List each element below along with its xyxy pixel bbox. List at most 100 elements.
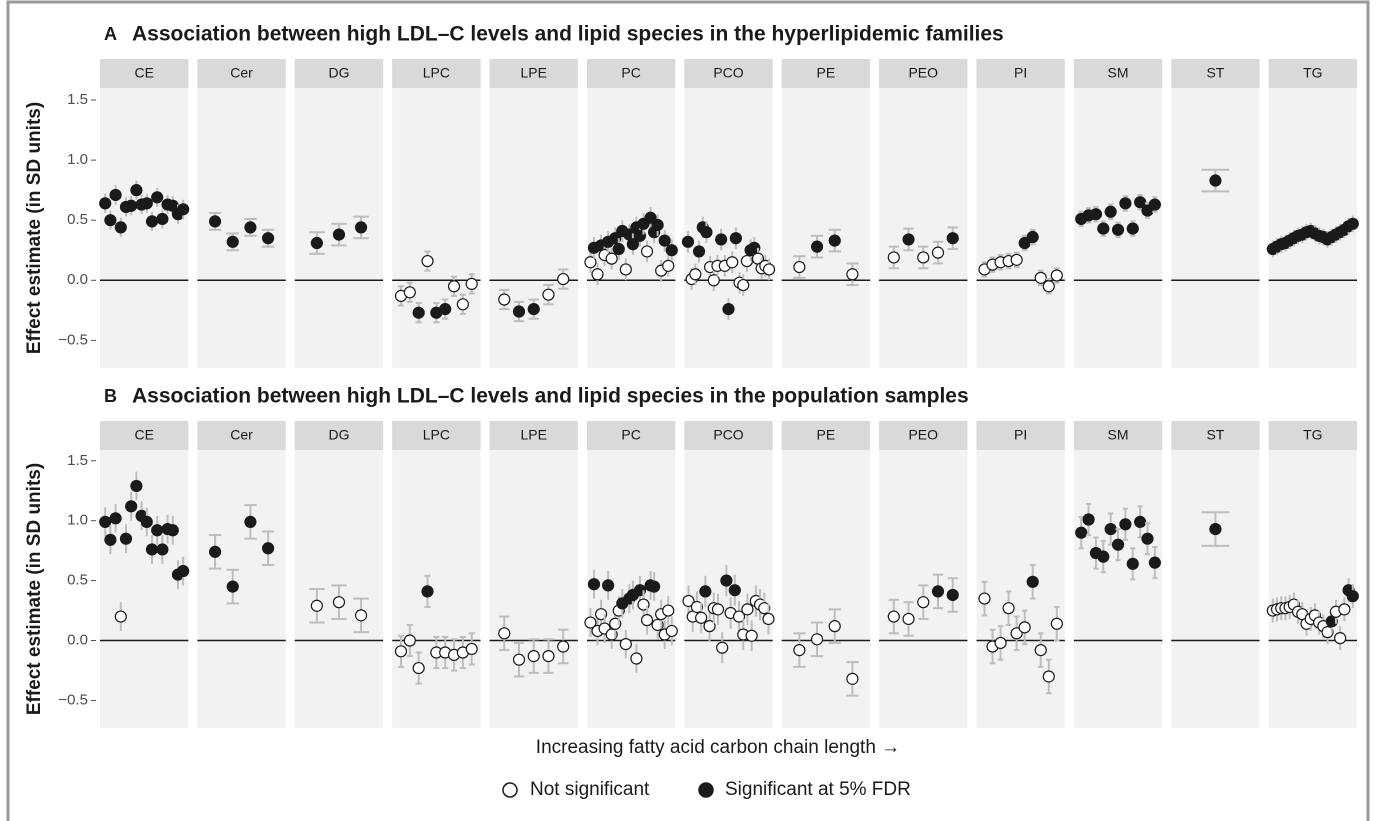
strip bbox=[1268, 421, 1357, 450]
strip-label: PC bbox=[621, 427, 640, 443]
point bbox=[887, 251, 900, 264]
point bbox=[1321, 626, 1334, 639]
strip-label: TG bbox=[1303, 65, 1322, 81]
point bbox=[715, 233, 728, 246]
strip bbox=[879, 421, 968, 450]
strip-label: SM bbox=[1108, 427, 1129, 443]
point bbox=[226, 580, 239, 593]
point bbox=[1026, 230, 1039, 244]
point bbox=[931, 585, 945, 598]
point bbox=[1209, 174, 1222, 187]
point bbox=[125, 500, 138, 513]
point bbox=[109, 188, 122, 202]
strip bbox=[1073, 59, 1163, 88]
point bbox=[114, 221, 127, 234]
strip bbox=[586, 59, 676, 88]
point bbox=[917, 596, 930, 609]
point bbox=[354, 609, 368, 622]
y-tick-label: 0.0 bbox=[67, 271, 88, 288]
point bbox=[456, 298, 469, 311]
strip-label: PE bbox=[817, 65, 836, 81]
point bbox=[591, 268, 604, 281]
point bbox=[762, 263, 776, 276]
point bbox=[140, 197, 153, 210]
point bbox=[498, 293, 511, 306]
point bbox=[1346, 217, 1359, 230]
point bbox=[145, 215, 159, 228]
facet-panel bbox=[781, 88, 871, 368]
panel-title: Association between high LDL–C levels an… bbox=[132, 385, 969, 408]
strip bbox=[1268, 59, 1357, 88]
point bbox=[156, 543, 169, 556]
legend-marker bbox=[502, 782, 518, 798]
point bbox=[1050, 617, 1063, 630]
strip-label: LPC bbox=[423, 65, 450, 81]
point bbox=[689, 268, 702, 281]
point bbox=[690, 600, 704, 614]
point bbox=[707, 274, 720, 287]
strip-label: PE bbox=[817, 427, 836, 443]
point bbox=[151, 191, 164, 204]
point bbox=[665, 244, 678, 257]
point bbox=[692, 245, 706, 258]
point bbox=[1126, 222, 1139, 235]
point bbox=[542, 288, 555, 301]
facet-panel bbox=[586, 450, 676, 728]
point bbox=[662, 259, 675, 272]
point bbox=[658, 234, 671, 247]
point bbox=[902, 233, 915, 246]
strip bbox=[489, 421, 578, 450]
point bbox=[310, 599, 323, 612]
point bbox=[261, 542, 275, 555]
point bbox=[1034, 271, 1047, 284]
strip bbox=[1171, 421, 1260, 450]
point bbox=[140, 515, 153, 528]
point bbox=[1018, 621, 1031, 634]
y-axis-title: Effect estimate (in SD units) bbox=[24, 463, 45, 715]
strip bbox=[879, 59, 968, 88]
y-tick-label: −0.5 bbox=[58, 691, 88, 708]
point bbox=[226, 235, 239, 248]
strip-label: CE bbox=[134, 427, 153, 443]
point bbox=[828, 234, 841, 247]
x-axis-title: Increasing fatty acid carbon chain lengt… bbox=[536, 737, 900, 758]
strip-label: LPE bbox=[520, 65, 546, 81]
point bbox=[125, 199, 138, 212]
y-tick-label: 0.0 bbox=[67, 631, 88, 648]
point bbox=[447, 280, 461, 293]
point bbox=[630, 652, 643, 665]
point bbox=[465, 642, 478, 656]
point bbox=[722, 303, 735, 316]
point bbox=[439, 303, 452, 316]
strip-label: Cer bbox=[230, 427, 253, 443]
point bbox=[244, 515, 257, 528]
point bbox=[711, 603, 725, 616]
point bbox=[700, 226, 713, 239]
point bbox=[542, 650, 555, 663]
strip bbox=[586, 421, 676, 450]
strip-label: DG bbox=[328, 427, 349, 443]
point bbox=[737, 278, 750, 292]
point bbox=[99, 515, 112, 528]
point bbox=[512, 653, 526, 666]
strip-label: LPE bbox=[520, 427, 546, 443]
strip-label: LPC bbox=[423, 427, 450, 443]
facet-panel bbox=[1073, 450, 1163, 728]
point bbox=[626, 238, 639, 251]
strip bbox=[781, 59, 871, 88]
panel-title: Association between high LDL–C levels an… bbox=[132, 23, 1004, 46]
point bbox=[946, 588, 959, 602]
facet-panel bbox=[976, 88, 1065, 368]
facet-panel bbox=[100, 450, 189, 728]
point bbox=[156, 212, 169, 226]
point bbox=[1104, 205, 1117, 218]
point bbox=[421, 585, 434, 598]
strip-label: PC bbox=[621, 65, 640, 81]
point bbox=[1111, 538, 1125, 551]
strip-label: PCO bbox=[713, 427, 743, 443]
point bbox=[644, 211, 657, 224]
strip-label: PEO bbox=[908, 427, 938, 443]
point bbox=[1209, 522, 1222, 536]
point bbox=[151, 524, 164, 537]
point bbox=[917, 251, 930, 264]
